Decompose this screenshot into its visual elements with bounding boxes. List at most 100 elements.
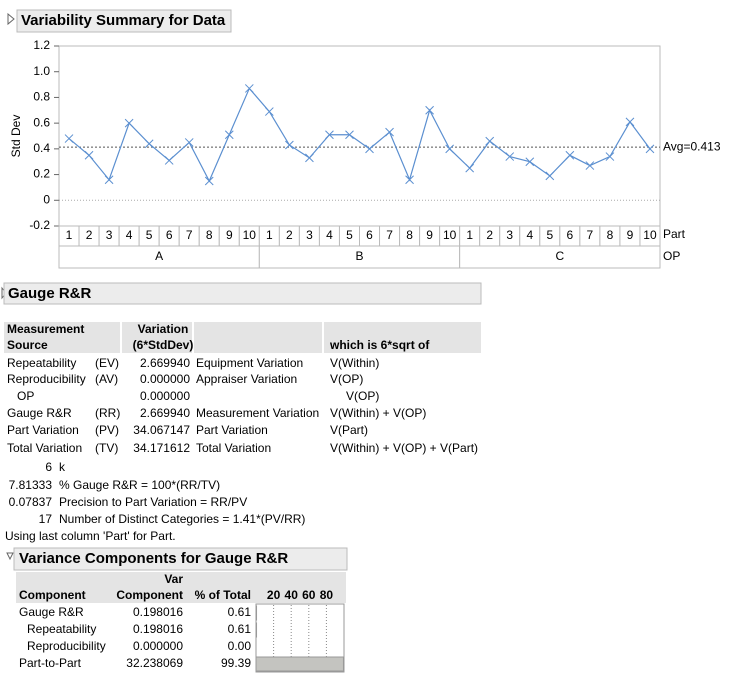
x-tick-label: 5 <box>546 228 553 242</box>
x-tick-label: 9 <box>627 228 634 242</box>
point-marker <box>625 117 635 127</box>
y-tick-label: -0.2 <box>29 218 50 232</box>
x-tick-label: 6 <box>567 228 574 242</box>
row-component: Part-to-Part <box>19 656 82 670</box>
stat-value: 17 <box>39 512 53 526</box>
disclosure-icon[interactable] <box>7 12 15 26</box>
section-header[interactable] <box>3 282 482 305</box>
group-cell <box>459 245 661 269</box>
y-tick-label: 0.2 <box>33 167 50 181</box>
x-tick-label: 1 <box>466 228 473 242</box>
point-marker <box>124 118 134 128</box>
disclosure-icon[interactable] <box>6 552 14 561</box>
plot-frame <box>58 45 661 227</box>
group-label: A <box>155 249 163 263</box>
column-header: Component <box>116 588 183 602</box>
x-tick-label: 2 <box>486 228 493 242</box>
y-tick-label: 1.0 <box>33 64 50 78</box>
row-source: Part Variation <box>7 423 79 437</box>
row-variation: 0.000000 <box>140 389 190 403</box>
bar-tick-label: 20 <box>267 588 281 602</box>
column-header: which is 6*sqrt of <box>329 338 430 352</box>
stat-text: Number of Distinct Categories = 1.41*(PV… <box>59 512 305 526</box>
x-tick-label: 5 <box>346 228 353 242</box>
point-marker <box>445 144 455 154</box>
row-var: 0.198016 <box>133 605 183 619</box>
column-header: (6*StdDev) <box>133 338 194 352</box>
point-marker <box>264 107 274 116</box>
row-component: Gauge R&R <box>19 605 84 619</box>
bar-tick-label: 40 <box>285 588 299 602</box>
point-marker <box>64 134 74 143</box>
table-header <box>16 572 346 603</box>
x-tick-label: 9 <box>226 228 233 242</box>
row-abbr: (TV) <box>95 441 118 455</box>
column-header: Measurement <box>7 322 84 336</box>
row-component: Repeatability <box>27 622 96 636</box>
row-source: Repeatability <box>7 356 76 370</box>
x-tick-label: 1 <box>66 228 73 242</box>
x-tick-label: 8 <box>206 228 213 242</box>
point-marker <box>425 105 434 115</box>
group-label: B <box>355 249 363 263</box>
row-variation: 0.000000 <box>140 372 190 386</box>
x-tick-label: 3 <box>106 228 113 242</box>
point-marker <box>465 163 475 173</box>
point-marker <box>164 156 174 165</box>
y-tick-label: 0.4 <box>33 141 50 155</box>
column-header: Source <box>7 338 48 352</box>
x-tick-label: 4 <box>526 228 533 242</box>
row-description: Appraiser Variation <box>196 372 297 386</box>
row-source: OP <box>17 389 34 403</box>
row-formula: V(Part) <box>330 423 368 437</box>
point-marker <box>144 139 154 149</box>
x-tick-label: 7 <box>386 228 393 242</box>
row-source: Reproducibility <box>7 372 86 386</box>
row-pct: 0.00 <box>228 639 252 653</box>
row-formula: V(Within) + V(OP) <box>330 406 426 420</box>
point-marker <box>204 176 214 186</box>
y-tick-label: 0.8 <box>33 90 50 104</box>
stat-value: 6 <box>45 460 52 474</box>
column-header: Variation <box>138 322 189 336</box>
row-description: Total Variation <box>196 441 271 455</box>
x-tick-label: 8 <box>406 228 413 242</box>
row-source: Gauge R&R <box>7 406 72 420</box>
pct-bar <box>255 656 344 672</box>
x-tick-label: 1 <box>266 228 273 242</box>
point-marker <box>385 127 394 137</box>
row-variation: 2.669940 <box>140 356 190 370</box>
point-marker <box>84 150 94 160</box>
stat-text: % Gauge R&R = 100*(RR/TV) <box>59 478 220 492</box>
row-abbr: (AV) <box>95 372 118 386</box>
x-tick-label: 5 <box>146 228 153 242</box>
row-description: Equipment Variation <box>196 356 303 370</box>
point-marker <box>365 144 374 154</box>
section-title: Variance Components for Gauge R&R <box>19 550 288 567</box>
x-tick-label: 9 <box>426 228 433 242</box>
row-pct: 0.61 <box>228 622 252 636</box>
point-marker <box>605 152 615 161</box>
x-tick-label: 8 <box>607 228 614 242</box>
point-marker <box>525 157 535 167</box>
x-tick-label: 7 <box>186 228 193 242</box>
pct-bar <box>255 622 258 638</box>
average-label: Avg=0.413 <box>663 139 721 153</box>
y-tick-label: 0 <box>43 192 50 206</box>
section-header[interactable] <box>13 547 348 571</box>
point-marker <box>244 84 254 93</box>
row-variation: 34.067147 <box>133 423 190 437</box>
x-tick-label: 10 <box>643 228 657 242</box>
note: Using last column 'Part' for Part. <box>5 529 176 543</box>
row-pct: 99.39 <box>221 656 251 670</box>
x-tick-label: 2 <box>86 228 93 242</box>
row-abbr: (RR) <box>95 406 120 420</box>
section-header[interactable] <box>16 9 232 33</box>
stat-value: 0.07837 <box>9 495 53 509</box>
row-component: Reproducibility <box>27 639 106 653</box>
point-marker <box>545 171 555 181</box>
bar-tick-label: 60 <box>302 588 316 602</box>
x-tick-label: 6 <box>166 228 173 242</box>
section-title: Variability Summary for Data <box>21 12 226 29</box>
